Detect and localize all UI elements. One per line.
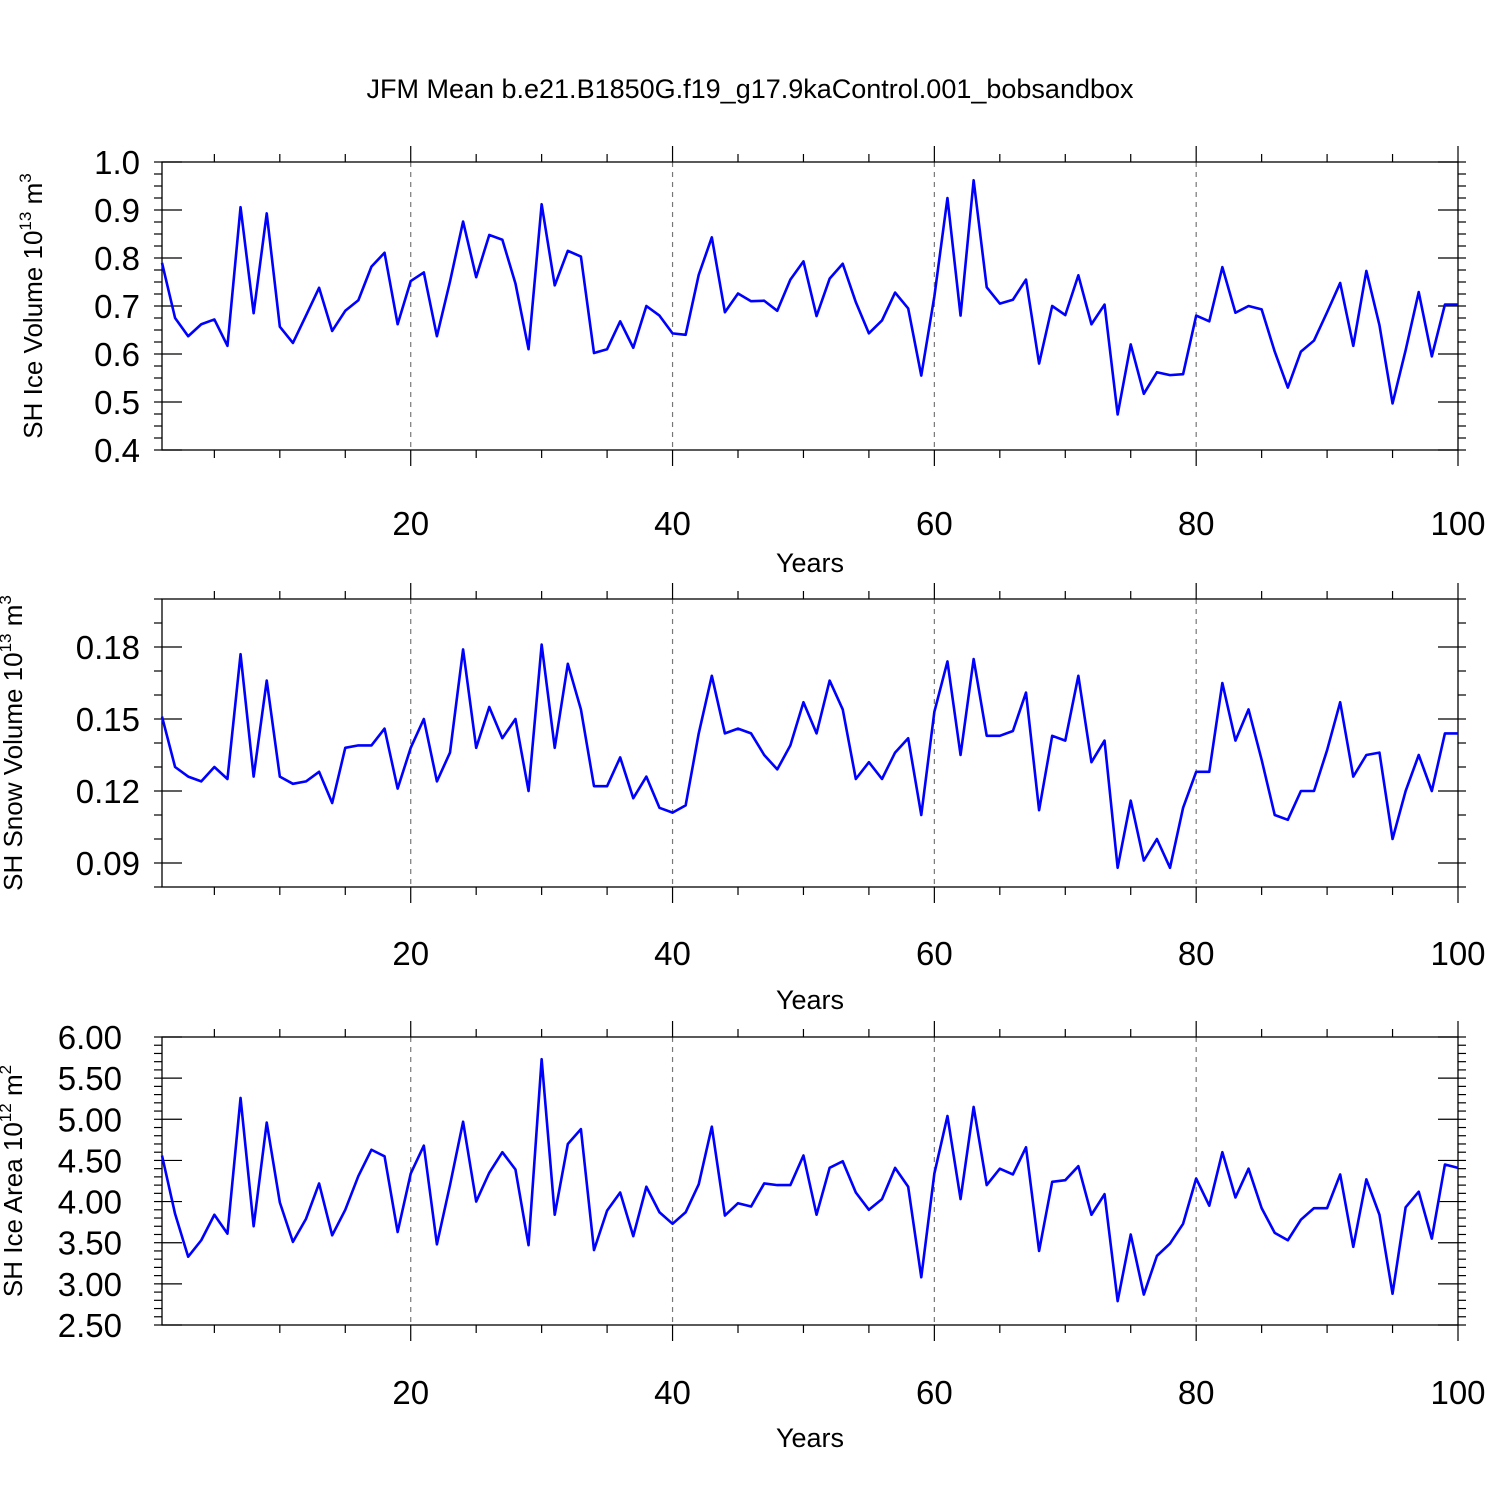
y-axis-title-part: m [18,183,48,212]
series-line [160,1057,1459,1303]
x-tick-label: 60 [916,1374,953,1411]
x-tick-label: 80 [1178,505,1215,542]
x-tick-label: 80 [1178,935,1215,972]
y-tick-label: 6.00 [58,1019,122,1056]
x-tick-label: 100 [1430,1374,1485,1411]
y-tick-label: 0.09 [76,845,140,882]
series-line [160,178,1458,416]
y-tick-label: 0.12 [76,773,140,810]
x-tick-label: 20 [392,1374,429,1411]
y-tick-label: 0.8 [94,240,140,277]
y-tick-label: 4.50 [58,1142,122,1179]
y-axis-title-superscript: 3 [16,173,35,182]
x-tick-label: 40 [654,935,691,972]
panel-3: 2.50 3.00 3.50 4.00 4.50 5.00 5.50 6.00 20 40 60 80… [0,1019,1486,1453]
x-tick-label: 100 [1430,935,1485,972]
y-axis-title-part: m [0,1074,28,1103]
x-tick-label: 40 [654,1374,691,1411]
y-tick-label: 0.9 [94,192,140,229]
y-axis-title: SH Ice Volume 1013 m3 [16,173,48,438]
y-axis-title-superscript: 13 [0,633,15,652]
y-axis-title-superscript: 3 [0,595,15,604]
plot-frame [161,1036,1459,1326]
x-tick-label: 40 [654,505,691,542]
y-tick-label: 0.4 [94,432,140,469]
y-tick-label: 0.18 [76,629,140,666]
y-tick-label: 5.50 [58,1060,122,1097]
y-axis-title-part: SH Ice Area 10 [0,1122,28,1297]
y-tick-label: 4.00 [58,1184,122,1221]
x-tick-label: 60 [916,505,953,542]
y-tick-label: 0.6 [94,336,140,373]
y-tick-label: 1.0 [94,144,140,181]
panel-2: 0.09 0.12 0.15 0.18 20 40 60 80 100 Years SH Snow … [0,583,1486,1015]
y-tick-label: 3.50 [58,1225,122,1262]
panel-1: 0.4 0.5 0.6 0.7 0.8 0.9 1.0 20 40 60 80 100 Years SH … [16,144,1486,578]
x-tick-label: 100 [1430,505,1485,542]
y-axis-title-part: m [0,605,28,634]
y-tick-label: 0.7 [94,288,140,325]
y-axis-title-superscript: 2 [0,1065,15,1074]
x-axis-title: Years [776,1423,844,1453]
plot-frame [161,161,1459,451]
y-tick-label: 0.5 [94,384,140,421]
x-axis-title: Years [776,985,844,1015]
chart-title: JFM Mean b.e21.B1850G.f19_g17.9kaControl… [366,74,1134,104]
y-axis-title: SH Ice Area 1012 m2 [0,1065,28,1297]
y-axis-title-superscript: 12 [0,1103,15,1122]
y-axis-title-part: SH Ice Volume 10 [18,231,48,439]
y-tick-label: 3.00 [58,1266,122,1303]
plot-frame [161,598,1459,888]
y-tick-label: 2.50 [58,1307,122,1344]
y-axis-title-part: SH Snow Volume 10 [0,652,28,890]
x-tick-label: 20 [392,505,429,542]
series-line [160,643,1458,870]
y-axis-title: SH Snow Volume 1013 m3 [0,595,28,891]
y-tick-label: 5.00 [58,1101,122,1138]
x-tick-label: 80 [1178,1374,1215,1411]
y-axis-title-superscript: 13 [16,212,35,231]
x-tick-label: 60 [916,935,953,972]
x-tick-label: 20 [392,935,429,972]
y-tick-label: 0.15 [76,701,140,738]
x-axis-title: Years [776,548,844,578]
